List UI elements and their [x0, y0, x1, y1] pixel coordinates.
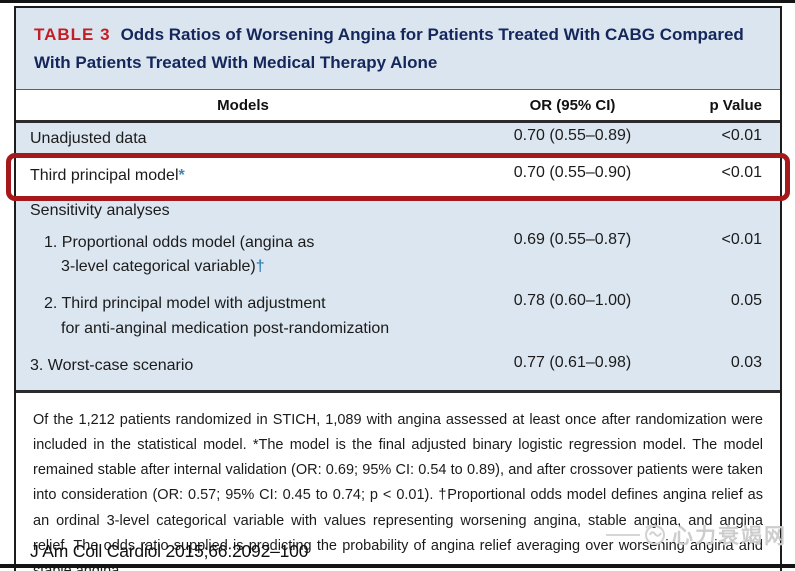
column-header-or: OR (95% CI): [529, 97, 616, 115]
model-cell: 1. Proportional odds model (angina as 3-…: [44, 233, 315, 276]
pvalue-cell: 0.03: [730, 353, 762, 371]
column-header-pvalue: p Value: [709, 97, 762, 115]
dagger-marker: †: [255, 258, 265, 276]
table3-card: TABLE 3 Odds Ratios of Worsening Angina f…: [6, 6, 790, 571]
model-cell: Unadjusted data: [30, 130, 147, 148]
table-section-sensitivity: Sensitivity analyses: [16, 196, 780, 224]
watermark-logo-icon: [645, 524, 665, 545]
model-cell: 2. Third principal model with adjustment…: [44, 295, 390, 338]
model-cell: 3. Worst-case scenario: [30, 356, 194, 374]
pvalue-cell: <0.01: [721, 163, 762, 181]
highlighted-row-wrapper: Third principal model* 0.70 (0.55–0.90) …: [6, 152, 790, 201]
table-row-third-principal: Third principal model* 0.70 (0.55–0.90) …: [16, 156, 780, 197]
table-title-band: TABLE 3 Odds Ratios of Worsening Angina f…: [16, 8, 780, 91]
top-divider-rule: [0, 0, 795, 3]
table-footnote: Of the 1,212 patients randomized in STIC…: [16, 389, 780, 571]
or-cell: 0.70 (0.55–0.90): [513, 163, 632, 181]
watermark: 心力衰竭网: [606, 520, 787, 550]
table-title: Odds Ratios of Worsening Angina for Pati…: [34, 25, 744, 73]
table-header-row: Models OR (95% CI) p Value: [16, 90, 780, 124]
watermark-line: [606, 534, 640, 536]
watermark-text: 心力衰竭网: [672, 525, 787, 548]
pvalue-cell: <0.01: [721, 127, 762, 145]
bottom-divider-rule: [0, 564, 795, 568]
pvalue-cell: 0.05: [730, 292, 762, 310]
or-cell: 0.70 (0.55–0.89): [513, 127, 632, 145]
table-row-adjustment-model: 2. Third principal model with adjustment…: [16, 285, 780, 347]
table-number-label: TABLE 3: [34, 25, 111, 44]
model-cell: Third principal model*: [30, 166, 185, 184]
sensitivity-analyses-block: Sensitivity analyses 1. Proportional odd…: [16, 196, 780, 390]
table-row-worst-case: 3. Worst-case scenario 0.77 (0.61–0.98) …: [16, 347, 780, 384]
footnote-paragraph: Of the 1,212 patients randomized in STIC…: [33, 411, 763, 571]
pvalue-cell: <0.01: [721, 230, 762, 248]
or-cell: 0.77 (0.61–0.98): [513, 353, 632, 371]
column-header-models: Models: [217, 97, 269, 115]
or-cell: 0.78 (0.60–1.00): [513, 292, 632, 310]
asterisk-marker: *: [178, 166, 185, 184]
table-row-proportional-odds: 1. Proportional odds model (angina as 3-…: [16, 224, 780, 286]
journal-citation: J Am Coll Cardiol 2015;66:2092–100: [30, 541, 309, 561]
table-row-unadjusted: Unadjusted data 0.70 (0.55–0.89) <0.01: [16, 123, 780, 157]
or-cell: 0.69 (0.55–0.87): [513, 230, 632, 248]
table-body: Unadjusted data 0.70 (0.55–0.89) <0.01 T…: [6, 123, 790, 390]
